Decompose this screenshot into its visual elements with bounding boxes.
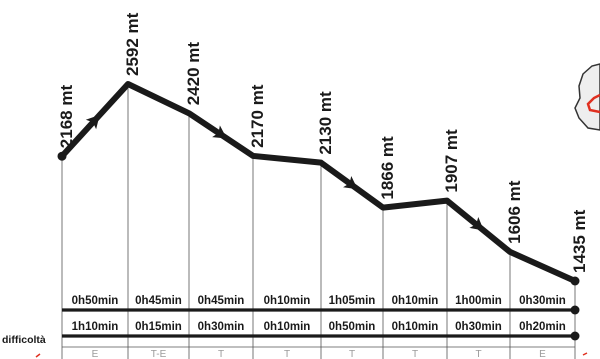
time-ascent-3: 0h45min [198, 295, 245, 307]
time-table: 0h50min 1h10min 0h45min 0h15min 0h45min 0h30m… [72, 295, 566, 333]
difficulty-8: E [539, 349, 546, 359]
altitude-labels: 2168 mt 2592 mt 2420 mt 2170 mt 2130 mt 1866 … [57, 12, 589, 273]
profile-line [59, 81, 578, 284]
time-descent-3: 0h30min [198, 321, 245, 333]
time-ascent-1: 0h50min [72, 295, 119, 307]
end-point [570, 276, 580, 286]
time-ascent-5: 1h05min [329, 295, 376, 307]
difficulty-7: T [475, 349, 481, 359]
time-descent-5: 0h50min [329, 321, 376, 333]
time-descent-7: 0h30min [455, 321, 502, 333]
altitude-label-4: 2170 mt [248, 84, 267, 148]
time-ascent-8: 0h30min [519, 295, 566, 307]
altitude-label-6: 1866 mt [378, 136, 397, 200]
table-end-dot-bottom [570, 331, 580, 341]
altitude-label-8: 1606 mt [505, 180, 524, 244]
time-descent-4: 0h10min [264, 321, 311, 333]
difficulty-3: T [218, 349, 224, 359]
direction-arrow-7 [469, 217, 484, 231]
altitude-label-3: 2420 mt [184, 42, 203, 106]
map-fragment [574, 63, 600, 131]
time-ascent-4: 0h10min [264, 295, 311, 307]
difficulty-4: T [284, 349, 290, 359]
time-ascent-7: 1h00min [455, 295, 502, 307]
altitude-label-5: 2130 mt [316, 91, 335, 155]
difficulty-2: T-E [151, 349, 167, 359]
table-end-dot-top [570, 305, 580, 315]
altitude-label-1: 2168 mt [57, 85, 76, 149]
profile-line-group [57, 81, 580, 286]
direction-arrow-1 [85, 114, 100, 130]
altitude-label-2: 2592 mt [123, 12, 142, 76]
grid-lines [61, 84, 580, 359]
time-ascent-2: 0h45min [135, 295, 182, 307]
start-point [57, 151, 67, 161]
time-descent-8: 0h20min [519, 321, 566, 333]
difficulty-heading: difficoltà [2, 334, 46, 346]
map-region-outline [574, 63, 600, 131]
map-route [586, 93, 600, 114]
time-descent-2: 0h15min [135, 321, 182, 333]
time-descent-6: 0h10min [392, 321, 439, 333]
difficulty-6: T [412, 349, 418, 359]
time-ascent-6: 0h10min [392, 295, 439, 307]
red-mark-right [582, 352, 588, 356]
difficulty-1: E [92, 349, 99, 359]
direction-arrow-3 [212, 125, 227, 139]
altitude-label-9: 1435 mt [570, 209, 589, 273]
red-mark-left [35, 353, 41, 358]
direction-arrow-5 [343, 175, 358, 190]
altitude-label-7: 1907 mt [442, 129, 461, 193]
time-descent-1: 1h10min [72, 321, 119, 333]
difficulty-5: T [349, 349, 355, 359]
